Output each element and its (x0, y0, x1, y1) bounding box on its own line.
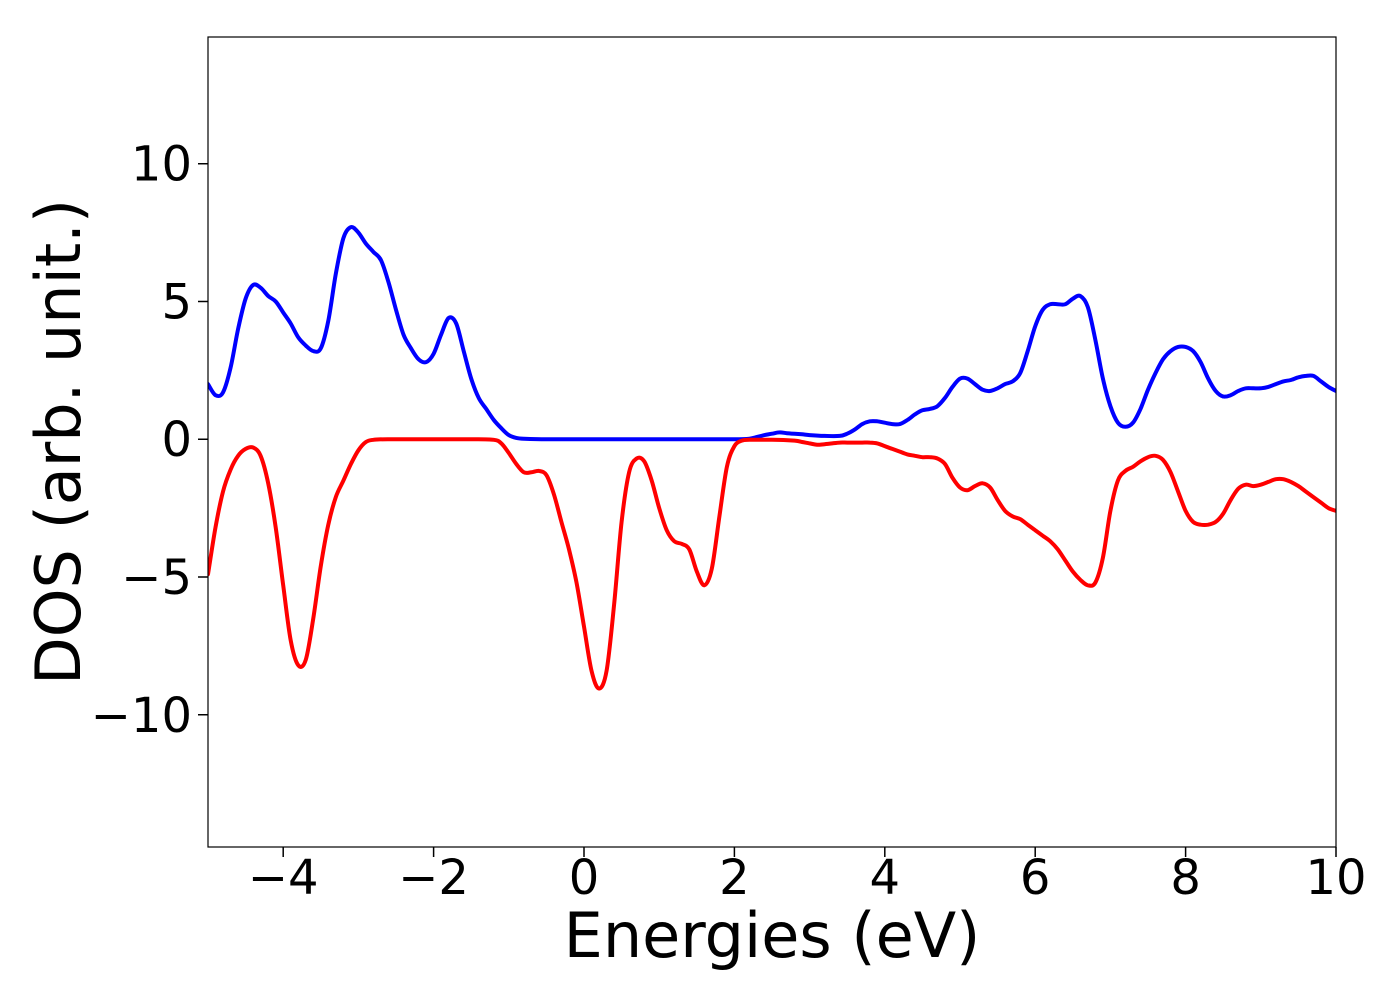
x-axis: −4 −2 0 2 4 6 8 10 (248, 847, 1367, 906)
y-tick-label: 0 (161, 412, 192, 468)
x-tick-label: 0 (569, 850, 600, 906)
series-line-1 (208, 224, 1336, 442)
x-tick-label: −2 (398, 850, 469, 906)
x-tick-label: 10 (1305, 850, 1366, 906)
series-layer (208, 224, 1336, 691)
plot-frame (207, 36, 1337, 848)
x-tick-label: 8 (1170, 850, 1201, 906)
y-axis-title: DOS (arb. unit.) (22, 199, 95, 685)
x-tick-label: 6 (1020, 850, 1051, 906)
y-tick-label: −10 (91, 688, 192, 744)
x-tick-label: 2 (719, 850, 750, 906)
y-tick-label: 5 (161, 274, 192, 330)
x-tick-label: −4 (248, 850, 319, 906)
series-line-2 (208, 437, 1336, 691)
y-tick-label: −5 (121, 550, 192, 606)
y-axis: −10 −5 0 5 10 (91, 137, 208, 744)
x-tick-label: 4 (870, 850, 901, 906)
x-axis-title: Energies (eV) (564, 899, 981, 972)
y-tick-label: 10 (131, 137, 192, 193)
